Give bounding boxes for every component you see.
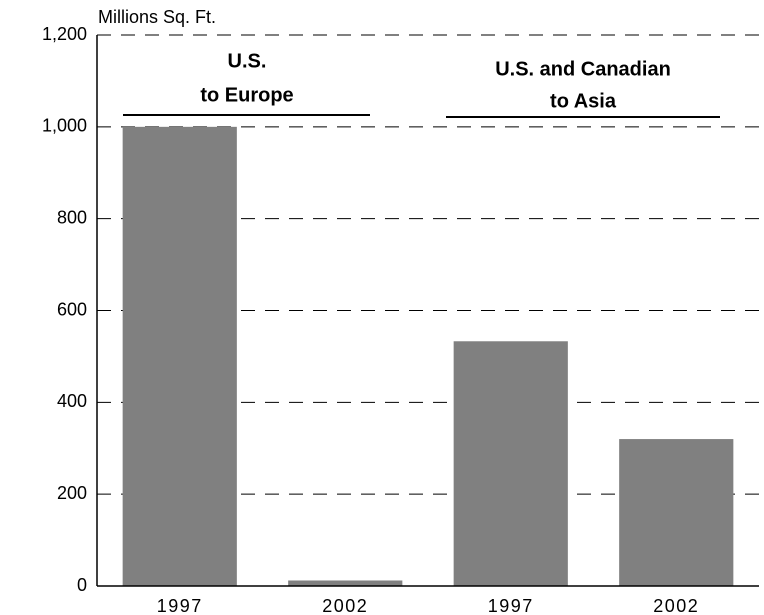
x-tick-label: 2002 xyxy=(322,596,368,615)
x-tick-label: 2002 xyxy=(653,596,699,615)
group-label: U.S. and Canadian xyxy=(495,58,671,80)
group-label: to Europe xyxy=(200,84,293,106)
y-tick-label: 600 xyxy=(57,299,87,319)
y-tick-label: 200 xyxy=(57,483,87,503)
group-label: U.S. xyxy=(228,50,267,72)
y-tick-label: 0 xyxy=(77,575,87,595)
y-tick-label: 1,000 xyxy=(42,116,87,136)
y-tick-label: 800 xyxy=(57,207,87,227)
bar xyxy=(288,580,403,586)
x-tick-label: 1997 xyxy=(157,596,203,615)
group-label: to Asia xyxy=(550,90,617,112)
y-axis-label: Millions Sq. Ft. xyxy=(98,7,216,27)
bar xyxy=(619,439,734,586)
bar xyxy=(453,341,568,586)
y-tick-label: 1,200 xyxy=(42,24,87,44)
y-tick-label: 400 xyxy=(57,391,87,411)
bar xyxy=(122,126,237,586)
x-tick-label: 1997 xyxy=(488,596,534,615)
